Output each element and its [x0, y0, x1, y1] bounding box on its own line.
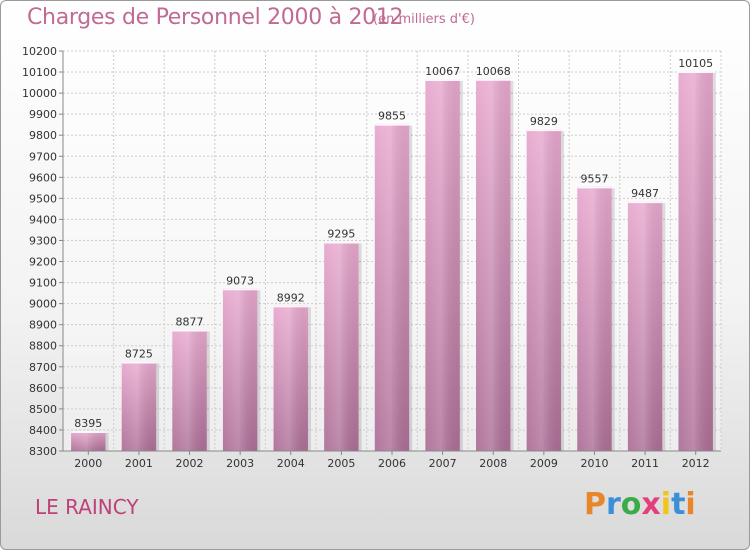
proxiti-logo: Proxiti: [584, 487, 696, 522]
x-tick-label: 2008: [479, 457, 507, 470]
data-label: 10068: [476, 65, 511, 78]
brand-letter: i: [660, 487, 672, 522]
bar-top-edge: [222, 288, 258, 291]
y-tick-label: 8700: [29, 361, 57, 374]
y-tick-label: 9600: [29, 171, 57, 184]
bar-top-edge: [627, 201, 663, 204]
x-tick-label: 2009: [530, 457, 558, 470]
data-label: 8725: [125, 348, 153, 361]
data-label: 10067: [425, 65, 460, 78]
y-tick-label: 8500: [29, 403, 57, 416]
x-tick-label: 2002: [176, 457, 204, 470]
brand-letter: r: [606, 487, 621, 522]
x-tick-label: 2003: [226, 457, 254, 470]
y-tick-label: 9300: [29, 234, 57, 247]
bar-highlight: [678, 71, 713, 451]
bar-top-edge: [678, 71, 713, 73]
y-tick-label: 9900: [29, 108, 57, 121]
bar-top-edge: [121, 361, 157, 364]
bar-top-edge: [71, 431, 106, 433]
x-tick-label: 2004: [277, 457, 305, 470]
data-label: 9295: [327, 228, 355, 241]
x-tick-label: 2001: [125, 457, 153, 470]
brand-letter: P: [584, 487, 606, 522]
data-label: 9557: [580, 172, 608, 185]
y-tick-label: 8400: [29, 424, 57, 437]
y-tick-label: 10100: [22, 66, 57, 79]
x-tick-label: 2010: [580, 457, 608, 470]
bar-top-edge: [526, 129, 562, 132]
bars: 8395 8725 8877 9073 8992 9295 9855 10067 10068 98…: [71, 57, 716, 452]
bar-highlight: [273, 305, 308, 451]
brand-letter: t: [671, 487, 686, 522]
y-tick-label: 8300: [29, 445, 57, 458]
bar-highlight: [222, 288, 258, 451]
bar-top-edge: [374, 123, 410, 126]
x-tick-label: 2012: [682, 457, 710, 470]
y-tick-label: 9500: [29, 192, 57, 205]
y-tick-label: 8600: [29, 382, 57, 395]
axes: 8300 8400 8500 8600 8700 8800 8900 9000 9100 9200…: [22, 45, 721, 470]
bar-top-edge: [324, 241, 359, 244]
bar-highlight: [374, 123, 410, 451]
brand-letter: o: [620, 487, 642, 522]
chart-title: Charges de Personnel 2000 à 2012: [27, 5, 404, 30]
data-label: 9073: [226, 274, 254, 287]
data-label: 9829: [530, 115, 558, 128]
bar-top-edge: [273, 305, 308, 308]
y-tick-label: 9800: [29, 129, 57, 142]
y-tick-label: 10000: [22, 87, 57, 100]
y-tick-label: 8900: [29, 319, 57, 332]
y-tick-label: 9400: [29, 213, 57, 226]
data-label: 8395: [74, 417, 102, 430]
data-label: 8992: [277, 291, 305, 304]
bar-top-edge: [577, 186, 612, 189]
bar-highlight: [577, 186, 612, 452]
bar-highlight: [425, 79, 460, 451]
brand-letter: x: [641, 487, 661, 522]
data-label: 10105: [678, 57, 713, 70]
bar-highlight: [121, 361, 157, 451]
bar-top-edge: [425, 79, 460, 81]
y-tick-label: 9100: [29, 277, 57, 290]
y-tick-label: 10200: [22, 45, 57, 58]
bar-top-edge: [172, 329, 207, 332]
x-tick-label: 2000: [74, 457, 102, 470]
x-tick-label: 2005: [327, 457, 355, 470]
x-tick-label: 2011: [631, 457, 659, 470]
data-label: 9855: [378, 110, 406, 123]
y-tick-label: 8800: [29, 340, 57, 353]
y-tick-label: 9200: [29, 256, 57, 269]
brand-letter: i: [685, 487, 696, 522]
bar-highlight: [526, 129, 562, 451]
bar-highlight: [476, 78, 511, 451]
bar-top-edge: [476, 78, 511, 81]
x-tick-label: 2007: [429, 457, 457, 470]
data-label: 8877: [176, 316, 204, 329]
bar-highlight: [172, 329, 207, 451]
bar-highlight: [324, 241, 359, 451]
bar-highlight: [71, 431, 106, 451]
y-tick-label: 9700: [29, 150, 57, 163]
chart-subtitle: (en milliers d'€): [373, 12, 475, 27]
y-tick-label: 9000: [29, 298, 57, 311]
data-label: 9487: [631, 187, 659, 200]
x-tick-label: 2006: [378, 457, 406, 470]
bar-highlight: [627, 201, 663, 451]
city-name: LE RAINCY: [35, 495, 139, 519]
